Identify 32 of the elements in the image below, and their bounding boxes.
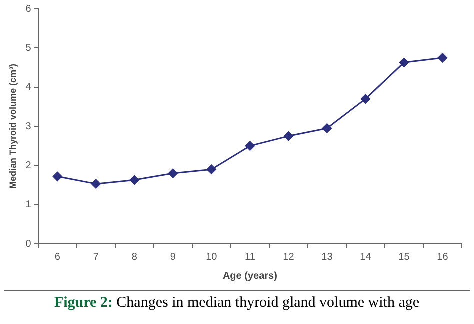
x-tick-label: 13 [322, 252, 334, 263]
point [91, 179, 101, 189]
point [52, 172, 62, 182]
y-tick-label: 1 [26, 200, 32, 211]
x-tick-label: 14 [360, 252, 372, 263]
point [399, 58, 409, 68]
x-tick-label: 9 [170, 252, 176, 263]
point [168, 168, 178, 178]
x-tick-label: 12 [283, 252, 295, 263]
x-tick-label: 16 [437, 252, 449, 263]
x-tick-label: 6 [54, 252, 61, 263]
point [245, 141, 255, 151]
y-tick-label: 5 [26, 42, 32, 54]
caption: Figure 2: Changes in median thyroid gland volume with age [53, 295, 421, 312]
point [206, 164, 216, 174]
x-tick-label: 10 [206, 252, 218, 263]
x-tick-label: 8 [132, 252, 138, 263]
y-tick-label: 4 [26, 82, 32, 94]
point [130, 175, 140, 185]
y-axis-title: Median Thyroid volume (cm³) [8, 64, 18, 190]
point [360, 94, 370, 104]
x-tick-label: 15 [398, 252, 410, 263]
y-tick-label: 6 [26, 4, 32, 15]
x-tick-label: 11 [244, 252, 256, 263]
y-tick-label: 0 [26, 238, 32, 250]
point [284, 132, 294, 142]
point [322, 124, 332, 134]
point [438, 53, 448, 63]
x-tick-label: 7 [93, 252, 100, 263]
y-tick-label: 2 [26, 160, 32, 172]
y-tick-label: 3 [26, 121, 32, 132]
x-axis-title: Age (years) [222, 270, 278, 282]
